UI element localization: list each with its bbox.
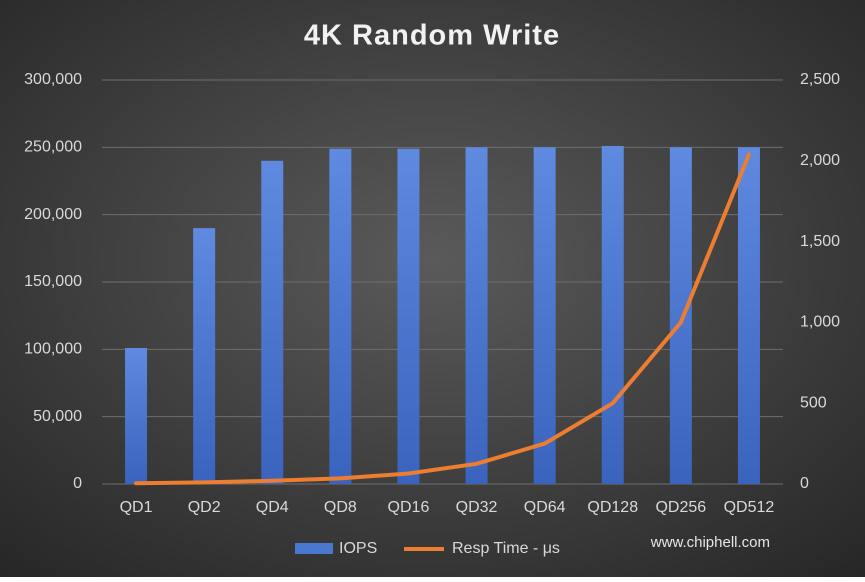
x-tick-label: QD2: [188, 499, 221, 516]
x-tick-label: QD16: [388, 499, 430, 516]
chart-title: 4K Random Write: [304, 20, 560, 52]
x-tick-label: QD256: [655, 499, 706, 516]
legend-swatch: [295, 543, 333, 554]
bar: [601, 145, 624, 484]
y2-tick-label: 2,500: [800, 71, 840, 88]
y2-tick-label: 1,000: [800, 314, 840, 331]
bar: [193, 228, 216, 484]
x-tick-label: QD32: [456, 499, 498, 516]
y-tick-label: 100,000: [24, 341, 82, 358]
bar: [465, 147, 488, 485]
y-tick-label: 0: [73, 475, 82, 492]
y-tick-label: 300,000: [24, 71, 82, 88]
bar: [261, 160, 284, 485]
watermark: www.chiphell.com: [650, 534, 770, 551]
bar: [397, 148, 420, 484]
bar: [669, 147, 692, 485]
bar: [737, 147, 760, 485]
x-tick-label: QD4: [256, 499, 289, 516]
x-tick-label: QD1: [120, 499, 153, 516]
x-tick-label: QD64: [524, 499, 566, 516]
y-tick-label: 150,000: [24, 273, 82, 290]
legend-label: Resp Time - μs: [452, 540, 560, 557]
y2-tick-label: 0: [800, 475, 809, 492]
x-tick-label: QD512: [724, 499, 775, 516]
x-tick-label: QD128: [587, 499, 638, 516]
y-tick-label: 200,000: [24, 206, 82, 223]
y2-tick-label: 500: [800, 394, 827, 411]
y-tick-label: 250,000: [24, 139, 82, 156]
legend-label: IOPS: [339, 540, 377, 557]
y2-tick-label: 2,000: [800, 152, 840, 169]
line: [134, 152, 751, 486]
bar: [329, 148, 352, 484]
bar: [533, 147, 556, 485]
y-tick-label: 50,000: [33, 408, 82, 425]
x-tick-label: QD8: [324, 499, 357, 516]
bar: [125, 347, 148, 484]
y2-tick-label: 1,500: [800, 233, 840, 250]
